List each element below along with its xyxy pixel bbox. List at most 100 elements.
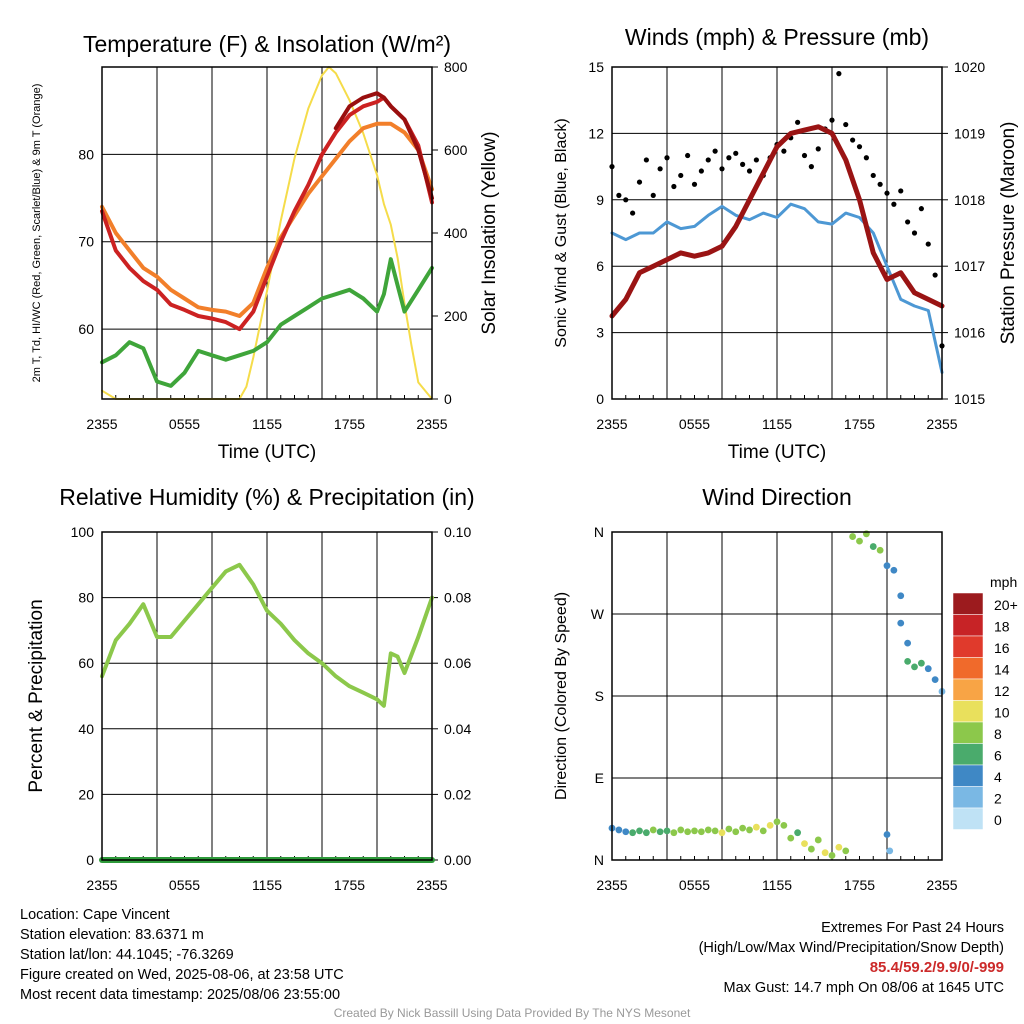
direction-point <box>718 829 726 837</box>
legend-label: 12 <box>994 683 1010 699</box>
figure-created: Figure created on Wed, 2025-08-06, at 23… <box>20 967 344 983</box>
wind-ytick-right-label: 1019 <box>954 125 985 141</box>
wind-xtick-label: 1755 <box>844 416 875 432</box>
legend-swatch <box>952 635 984 658</box>
dir-ytick-label: S <box>595 688 604 704</box>
temp-xtick-label: 1755 <box>334 416 365 432</box>
wind-title: Winds (mph) & Pressure (mb) <box>625 24 929 50</box>
legend-swatch <box>952 592 984 615</box>
legend-swatch <box>952 700 984 723</box>
temp-ytick-label: 80 <box>78 146 94 162</box>
legend-label: 20+ <box>994 597 1018 613</box>
gust-point <box>643 157 649 163</box>
wind-ytick-right-label: 1018 <box>954 192 985 208</box>
wind-ylabel: Sonic Wind & Gust (Blue, Black) <box>553 118 570 347</box>
dir-ytick-label: N <box>594 524 604 540</box>
extremes-info: Extremes For Past 24 Hours (High/Low/Max… <box>699 918 1004 998</box>
wind-xlabel: Time (UTC) <box>728 442 827 463</box>
dir-xtick-label: 2355 <box>926 877 957 893</box>
direction-point <box>766 821 774 829</box>
temp-ylabel: 2m T, Td, HI/WC (Red, Green, Scarlet/Blu… <box>31 84 43 383</box>
temp-ytick-right-label: 200 <box>444 308 468 324</box>
direction-point <box>725 825 733 833</box>
credit-line: Created By Nick Bassill Using Data Provi… <box>333 1006 691 1020</box>
gust-point <box>712 148 718 154</box>
wind-xtick-label: 1155 <box>762 416 792 432</box>
wind-ytick-label: 15 <box>588 59 604 75</box>
gust-point <box>870 172 876 179</box>
direction-point <box>886 847 894 855</box>
rh-xtick-label: 1755 <box>334 877 365 893</box>
dir-xtick-label: 1155 <box>762 877 792 893</box>
gust-point <box>815 146 821 152</box>
direction-point <box>904 639 912 647</box>
dir-frame <box>611 531 943 861</box>
wind-xtick-label: 0555 <box>679 416 710 432</box>
direction-point <box>869 543 877 550</box>
gust-point <box>801 152 808 159</box>
direction-point <box>842 847 850 855</box>
gust-point <box>746 168 753 174</box>
gust-point <box>733 150 739 156</box>
temp-ytick-label: 60 <box>78 321 94 337</box>
station-info: Location: Cape Vincent Station elevation… <box>20 905 344 1005</box>
wind-ytick-label: 12 <box>588 125 604 141</box>
direction-point <box>629 829 637 837</box>
gust-point <box>616 192 622 198</box>
gust-point <box>808 164 814 170</box>
gust-point <box>905 219 911 225</box>
temp-xtick-label: 1155 <box>252 416 282 432</box>
direction-point <box>780 821 788 829</box>
direction-point <box>897 592 905 600</box>
pressure-line <box>609 124 945 319</box>
gust-point <box>678 172 684 179</box>
direction-point <box>801 840 808 847</box>
temp-panel: Temperature (F) & Insolation (W/m²) 2355 0… <box>31 31 500 463</box>
rh-xtick-label: 0555 <box>169 877 200 893</box>
gust-point <box>691 181 698 187</box>
rh-xtick-label: 2355 <box>86 877 117 893</box>
legend-label: 6 <box>994 748 1002 764</box>
gust-point <box>863 155 869 161</box>
direction-point <box>663 827 671 835</box>
direction-point <box>684 828 692 836</box>
rh-panel: Relative Humidity (%) & Precipitation (i… <box>26 484 475 893</box>
temp-ytick-label: 70 <box>78 234 94 250</box>
recent-timestamp: Most recent data timestamp: 2025/08/06 2… <box>20 987 341 1003</box>
gust-point <box>850 137 856 143</box>
direction-point <box>746 826 753 834</box>
temp-frame <box>101 66 433 400</box>
rh-ytick-right-label: 0.02 <box>444 786 471 802</box>
direction-point <box>642 829 650 837</box>
gust-point <box>898 188 904 194</box>
station-location: Location: Cape Vincent <box>20 907 170 923</box>
direction-point <box>876 546 884 554</box>
temp-xlabel: Time (UTC) <box>218 442 317 463</box>
humidity-line <box>100 562 434 708</box>
gust-point <box>685 152 691 159</box>
gust-point <box>932 272 938 278</box>
gust-point <box>781 148 787 154</box>
direction-point <box>704 826 712 834</box>
legend-swatch <box>952 657 984 680</box>
rh-xtick-label: 2355 <box>416 877 447 893</box>
dir-ytick-label: E <box>595 770 604 786</box>
temp-xtick-label: 2355 <box>86 416 117 432</box>
rh-ytick-label: 40 <box>78 721 94 737</box>
direction-point <box>835 843 843 851</box>
direction-point <box>732 828 740 836</box>
gust-point <box>884 190 890 196</box>
temp-ytick-right-label: 400 <box>444 225 468 241</box>
direction-point <box>904 657 912 665</box>
rh-ylabel: Percent & Precipitation <box>26 599 47 792</box>
gust-point <box>705 157 711 163</box>
wind-xtick-label: 2355 <box>926 416 957 432</box>
temp-9m-line <box>100 121 434 318</box>
legend-swatch <box>952 721 984 744</box>
gust-point <box>753 157 759 163</box>
direction-point <box>814 836 822 844</box>
direction-point <box>856 537 863 545</box>
extremes-title: Extremes For Past 24 Hours <box>821 920 1004 936</box>
direction-point <box>849 533 857 540</box>
